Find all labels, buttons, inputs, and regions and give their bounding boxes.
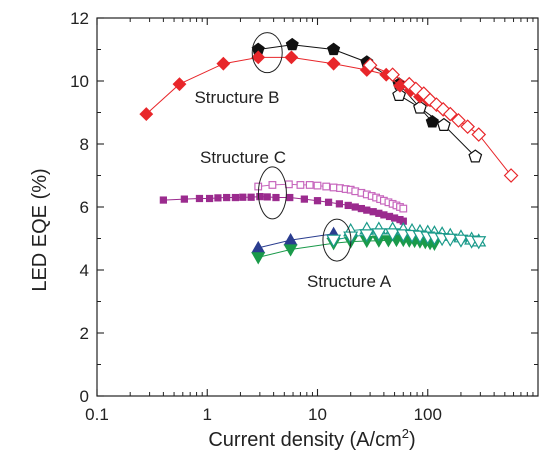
y-tick-label: 6 (80, 198, 89, 217)
data-point (205, 194, 214, 203)
data-point (392, 87, 407, 102)
data-series (139, 37, 519, 265)
y-tick-label: 0 (80, 387, 89, 406)
annotation-ellipse (322, 218, 352, 262)
data-point (451, 113, 466, 128)
series-2 (139, 50, 435, 121)
data-point (503, 168, 519, 183)
x-tick-label: 0.1 (85, 405, 109, 424)
data-point (284, 180, 293, 189)
data-point (284, 50, 299, 65)
data-point (313, 197, 322, 205)
y-tick-label: 10 (70, 72, 89, 91)
series-3 (362, 57, 519, 183)
data-point (326, 234, 342, 248)
y-tick-label: 2 (80, 324, 89, 343)
data-point (223, 193, 231, 202)
annotation-label: Structure B (194, 88, 279, 107)
x-axis-label-main: Current density (A/cm (208, 429, 401, 451)
y-tick-label: 12 (70, 9, 89, 28)
data-point (385, 228, 401, 242)
x-tick-label: 1 (203, 405, 212, 424)
x-tick-label: 100 (414, 405, 442, 424)
data-point (460, 119, 475, 135)
data-point (239, 193, 247, 201)
data-point (322, 182, 331, 191)
data-point (231, 193, 240, 202)
data-point (327, 42, 341, 56)
series-line (398, 94, 476, 157)
data-point (436, 117, 451, 131)
data-point (363, 206, 371, 214)
data-point (251, 50, 266, 65)
data-point (344, 201, 352, 210)
data-point (351, 203, 359, 211)
data-point (471, 236, 487, 250)
data-point (326, 56, 341, 71)
data-point (159, 196, 167, 204)
series-line (145, 56, 428, 115)
data-point (324, 198, 333, 206)
data-point (263, 193, 271, 201)
y-axis-label: LED EQE (%) (29, 168, 51, 291)
data-point (286, 193, 294, 202)
data-point (305, 181, 314, 189)
data-point (251, 252, 266, 265)
data-point (471, 127, 487, 142)
annotation-label: Structure C (200, 148, 286, 167)
data-point (285, 37, 299, 51)
series-5 (254, 180, 408, 213)
x-tick-label: 10 (308, 405, 327, 424)
series-9 (326, 228, 487, 250)
annotation-label: Structure A (307, 272, 392, 291)
data-point (272, 193, 280, 202)
data-point (359, 229, 375, 243)
data-point (442, 106, 458, 122)
series-4 (159, 192, 407, 225)
annotations: Structure B Structure C Structure A (194, 32, 392, 291)
data-point (139, 107, 154, 121)
data-point (195, 194, 204, 203)
data-point (268, 181, 277, 189)
data-point (468, 149, 483, 163)
data-point (385, 67, 400, 83)
x-axis-label: Current density (A/cm2) (208, 426, 415, 451)
data-point (296, 181, 305, 189)
data-point (172, 77, 187, 92)
data-point (216, 56, 231, 71)
annotation-ellipse (251, 32, 283, 74)
data-point (413, 100, 427, 114)
data-point (399, 204, 408, 213)
annotation-ellipse (257, 166, 287, 220)
data-point (180, 195, 188, 203)
data-point (371, 228, 387, 242)
y-tick-label: 4 (80, 261, 89, 280)
data-point (214, 194, 222, 202)
data-point (313, 181, 322, 190)
data-point (362, 57, 378, 73)
series-1 (392, 87, 483, 163)
x-axis-label-suffix: ) (409, 429, 416, 451)
x-axis-label-superscript: 2 (402, 426, 409, 441)
axes: 0 2 4 6 8 10 12 0.1 1 10 100 (70, 9, 539, 424)
plot-frame (96, 17, 539, 397)
data-point (329, 183, 338, 192)
y-tick-label: 8 (80, 135, 89, 154)
data-point (453, 234, 469, 248)
data-point (300, 195, 308, 203)
data-point (256, 192, 264, 201)
data-point (247, 193, 255, 201)
data-point (283, 244, 298, 257)
data-point (442, 233, 458, 247)
data-point (335, 200, 344, 208)
